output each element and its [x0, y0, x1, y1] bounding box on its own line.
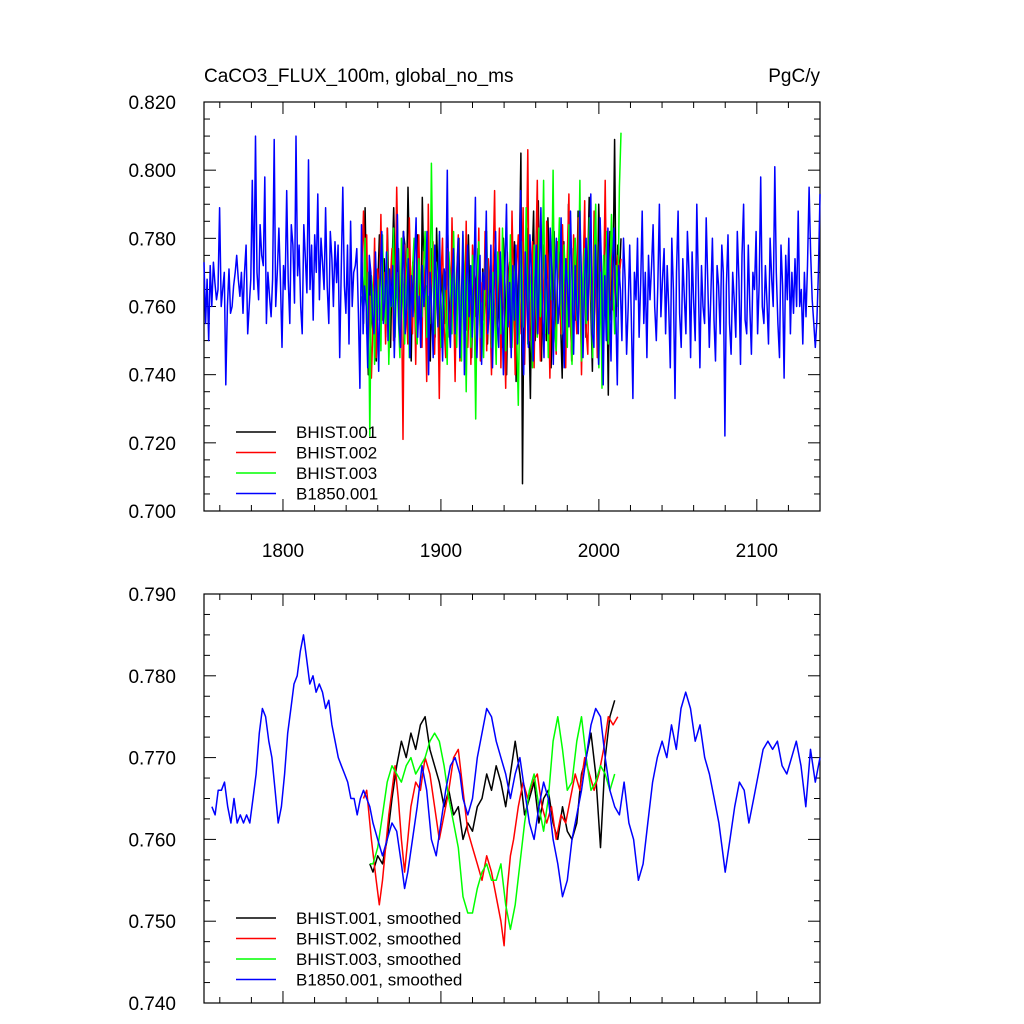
legend-label: BHIST.002, smoothed: [296, 930, 461, 949]
chart-title: CaCO3_FLUX_100m, global_no_ms: [204, 66, 513, 87]
y-tick-label: 0.820: [128, 93, 176, 114]
legend-label: BHIST.001: [296, 423, 377, 442]
legend-label: BHIST.003: [296, 464, 377, 483]
series-line: [211, 634, 821, 898]
series-line: [203, 135, 821, 437]
units-label: PgC/y: [768, 66, 820, 87]
x-tick-label: 2100: [736, 541, 778, 562]
y-tick-label: 0.750: [128, 912, 176, 933]
y-tick-label: 0.760: [128, 298, 176, 319]
legend-label: B1850.001, smoothed: [296, 971, 462, 990]
bottom-panel: 0.740 0.750 0.760 0.770 0.780 0.790 BHIST.001,…: [128, 585, 821, 1015]
legend-label: BHIST.002: [296, 444, 377, 463]
y-tick-label: 0.800: [128, 161, 176, 182]
y-tick-label: 0.780: [128, 229, 176, 250]
y-tick-label: 0.790: [128, 585, 176, 606]
series-line: [361, 148, 622, 441]
y-tick-label: 0.760: [128, 830, 176, 851]
x-tick-label: 2000: [578, 541, 620, 562]
y-tick-label: 0.740: [128, 994, 176, 1015]
series-line: [369, 715, 616, 931]
top-panel: 0.700 0.720 0.740 0.760 0.780 0.800 0.820 1800 1…: [128, 93, 821, 562]
y-tick-label: 0.700: [128, 502, 176, 523]
x-tick-label: 1900: [420, 541, 462, 562]
legend-label: B1850.001: [296, 485, 378, 504]
y-tick-label: 0.770: [128, 749, 176, 770]
y-tick-label: 0.780: [128, 667, 176, 688]
legend-label: BHIST.003, smoothed: [296, 950, 461, 969]
legend-label: BHIST.001, smoothed: [296, 909, 461, 928]
x-tick-label: 1800: [262, 541, 304, 562]
y-tick-label: 0.740: [128, 366, 176, 387]
y-tick-label: 0.720: [128, 434, 176, 455]
